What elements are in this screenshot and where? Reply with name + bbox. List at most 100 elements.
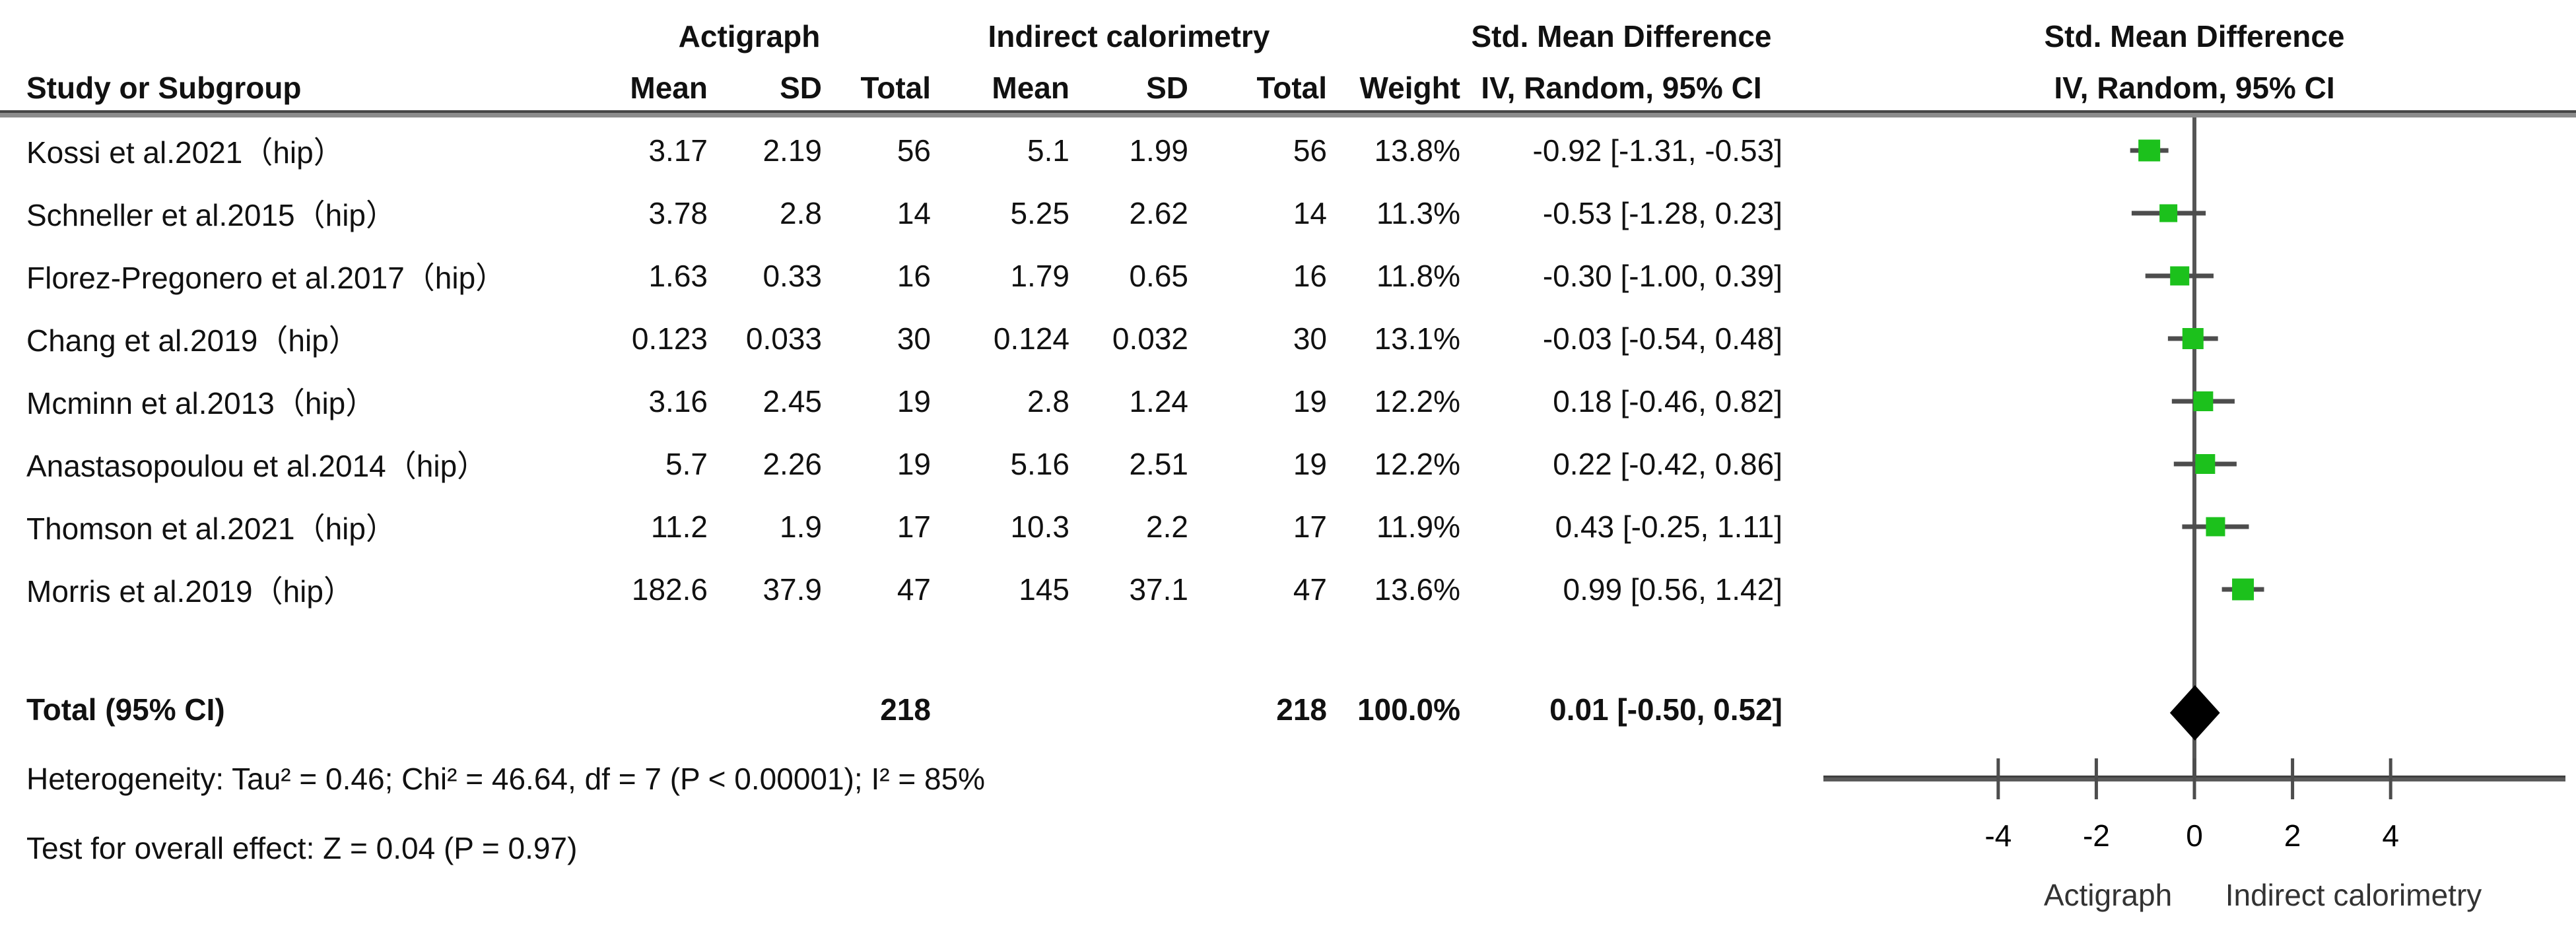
effect-marker xyxy=(2170,266,2190,286)
axis-caption-right: Indirect calorimetry xyxy=(2225,878,2482,912)
calorimetry-total: 16 xyxy=(1293,259,1327,293)
table-row: Kossi et al.2021（hip） 3.17 2.19 56 5.1 1.99 56… xyxy=(0,119,1782,182)
calorimetry-sd: 0.032 xyxy=(1112,321,1188,356)
calorimetry-total: 47 xyxy=(1293,572,1327,607)
actigraph-sd: 1.9 xyxy=(780,510,822,544)
actigraph-sd: 2.19 xyxy=(763,133,822,168)
col-mean-2: Mean xyxy=(992,71,1069,105)
calorimetry-mean: 5.25 xyxy=(1010,196,1069,230)
weight-value: 13.8% xyxy=(1374,133,1460,168)
group-header-row: Actigraph Indirect calorimetry Std. Mean… xyxy=(0,13,1782,59)
table-row: Schneller et al.2015（hip） 3.78 2.8 14 5.25 2.… xyxy=(0,182,1782,244)
calorimetry-sd: 2.51 xyxy=(1129,447,1188,481)
study-label: Kossi et al.2021（hip） xyxy=(26,135,344,170)
ci-text: -0.53 [-1.28, 0.23] xyxy=(1542,196,1782,230)
weight-value: 11.8% xyxy=(1376,259,1460,293)
calorimetry-mean: 0.124 xyxy=(993,321,1069,356)
ci-text: 0.43 [-0.25, 1.11] xyxy=(1555,510,1782,544)
study-label: Thomson et al.2021（hip） xyxy=(26,512,396,546)
actigraph-mean: 11.2 xyxy=(650,510,708,544)
actigraph-total: 17 xyxy=(897,510,931,544)
actigraph-sd: 2.26 xyxy=(763,447,822,481)
col-weight: Weight xyxy=(1359,71,1460,105)
actigraph-total: 14 xyxy=(897,196,931,230)
effect-marker xyxy=(2138,139,2161,162)
ci-text: -0.30 [-1.00, 0.39] xyxy=(1542,259,1782,293)
actigraph-total: 16 xyxy=(897,259,931,293)
actigraph-total: 19 xyxy=(897,447,931,481)
table-row: Chang et al.2019（hip） 0.123 0.033 30 0.124 0.… xyxy=(0,308,1782,370)
calorimetry-total: 14 xyxy=(1293,196,1327,230)
group-header-smd: Std. Mean Difference xyxy=(1471,19,1772,53)
col-study-or-subgroup: Study or Subgroup xyxy=(26,71,302,105)
study-label: Morris et al.2019（hip） xyxy=(26,574,354,609)
calorimetry-sd: 1.99 xyxy=(1129,133,1188,168)
plot-title: Std. Mean Difference xyxy=(2044,19,2345,53)
total-label: Total (95% CI) xyxy=(26,692,225,727)
actigraph-total: 19 xyxy=(897,384,931,418)
effect-marker xyxy=(2182,328,2204,349)
effect-marker xyxy=(2193,391,2214,411)
actigraph-mean: 182.6 xyxy=(631,572,708,607)
calorimetry-mean: 10.3 xyxy=(1010,510,1069,544)
plot-subtitle: IV, Random, 95% CI xyxy=(2054,71,2335,105)
total-n-2: 218 xyxy=(1276,692,1327,727)
col-total-2: Total xyxy=(1256,71,1327,105)
actigraph-sd: 2.8 xyxy=(780,196,822,230)
overall-effect-test: Test for overall effect: Z = 0.04 (P = 0… xyxy=(26,831,578,865)
ci-text: -0.03 [-0.54, 0.48] xyxy=(1542,321,1782,356)
study-label: Anastasopoulou et al.2014（hip） xyxy=(26,449,488,483)
header-divider xyxy=(0,110,2576,117)
ci-text: -0.92 [-1.31, -0.53] xyxy=(1532,133,1782,168)
calorimetry-sd: 2.62 xyxy=(1129,196,1188,230)
actigraph-total: 47 xyxy=(897,572,931,607)
calorimetry-sd: 1.24 xyxy=(1129,384,1188,418)
col-total-1: Total xyxy=(860,71,931,105)
study-label: Florez-Pregonero et al.2017（hip） xyxy=(26,261,506,295)
calorimetry-total: 30 xyxy=(1293,321,1327,356)
col-sd-1: SD xyxy=(780,71,822,105)
col-sd-2: SD xyxy=(1146,71,1188,105)
calorimetry-total: 17 xyxy=(1293,510,1327,544)
study-label: Chang et al.2019（hip） xyxy=(26,323,359,358)
actigraph-mean: 3.17 xyxy=(648,133,708,168)
study-label: Mcminn et al.2013（hip） xyxy=(26,386,376,420)
weight-value: 12.2% xyxy=(1374,447,1460,481)
actigraph-sd: 0.33 xyxy=(763,259,822,293)
study-label: Schneller et al.2015（hip） xyxy=(26,198,396,232)
ci-text: 0.22 [-0.42, 0.86] xyxy=(1553,447,1782,481)
calorimetry-sd: 37.1 xyxy=(1129,572,1188,607)
axis-tick-label: -4 xyxy=(1984,818,2012,853)
total-row: Total (95% CI) 218 218 100.0% 0.01 [-0.5… xyxy=(0,679,1782,741)
weight-value: 13.1% xyxy=(1374,321,1460,356)
actigraph-sd: 2.45 xyxy=(763,384,822,418)
col-mean-1: Mean xyxy=(630,71,708,105)
total-weight: 100.0% xyxy=(1357,692,1460,727)
table-row: Florez-Pregonero et al.2017（hip） 1.63 0.33… xyxy=(0,245,1782,307)
actigraph-mean: 3.78 xyxy=(648,196,708,230)
weight-value: 13.6% xyxy=(1374,572,1460,607)
weight-value: 11.3% xyxy=(1376,196,1460,230)
table-row: Anastasopoulou et al.2014（hip） 5.7 2.26 19 5… xyxy=(0,433,1782,495)
effect-marker xyxy=(2159,204,2178,222)
axis-caption-left: Actigraph xyxy=(2044,878,2172,912)
heterogeneity-stats: Heterogeneity: Tau² = 0.46; Chi² = 46.64… xyxy=(26,762,986,796)
actigraph-sd: 37.9 xyxy=(763,572,822,607)
ci-text: 0.18 [-0.46, 0.82] xyxy=(1553,384,1782,418)
calorimetry-total: 19 xyxy=(1293,447,1327,481)
calorimetry-sd: 0.65 xyxy=(1129,259,1188,293)
axis-tick-label: 0 xyxy=(2186,818,2203,853)
weight-value: 12.2% xyxy=(1374,384,1460,418)
calorimetry-mean: 2.8 xyxy=(1027,384,1069,418)
calorimetry-mean: 5.1 xyxy=(1027,133,1069,168)
pooled-diamond xyxy=(2169,685,2220,741)
table-row: Morris et al.2019（hip） 182.6 37.9 47 145 37.1… xyxy=(0,558,1782,620)
axis-tick-label: 2 xyxy=(2284,818,2301,853)
ci-text: 0.99 [0.56, 1.42] xyxy=(1563,572,1783,607)
calorimetry-sd: 2.2 xyxy=(1146,510,1188,544)
calorimetry-mean: 5.16 xyxy=(1010,447,1069,481)
group-header-indirect-calorimetry: Indirect calorimetry xyxy=(988,19,1270,53)
effect-marker xyxy=(2195,454,2216,474)
